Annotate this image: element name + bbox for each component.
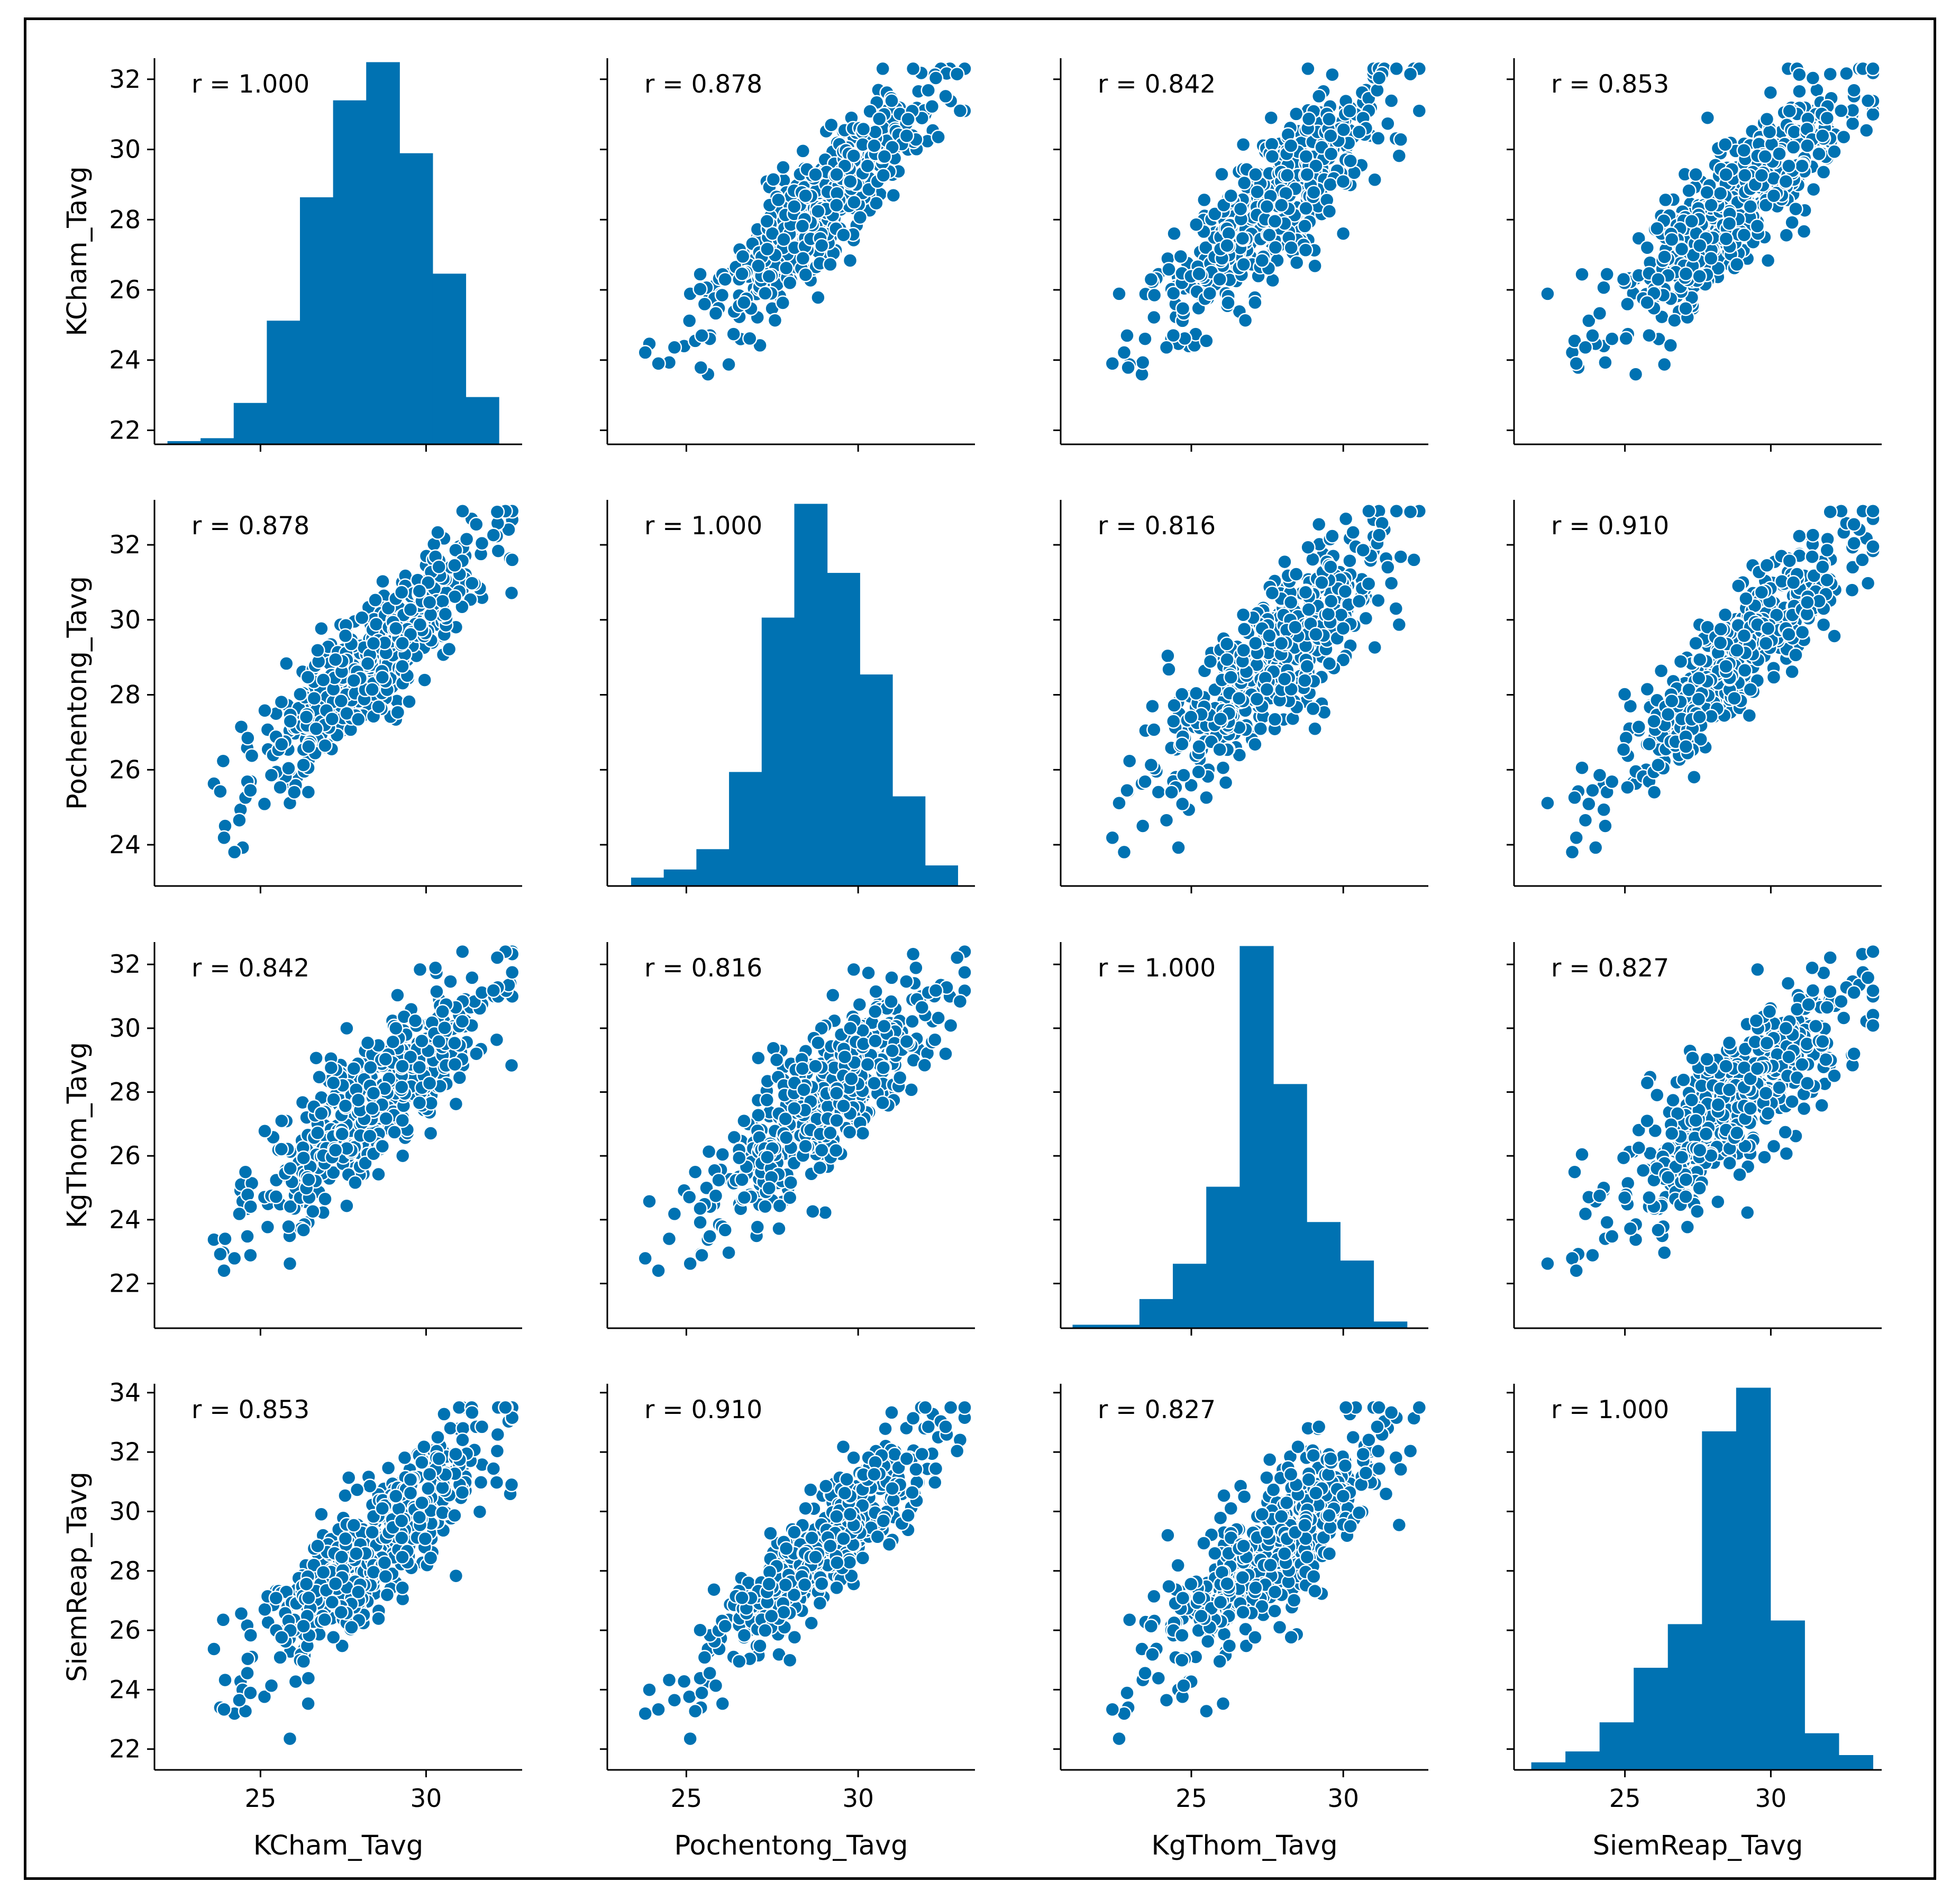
figure-border: [24, 17, 1936, 1880]
